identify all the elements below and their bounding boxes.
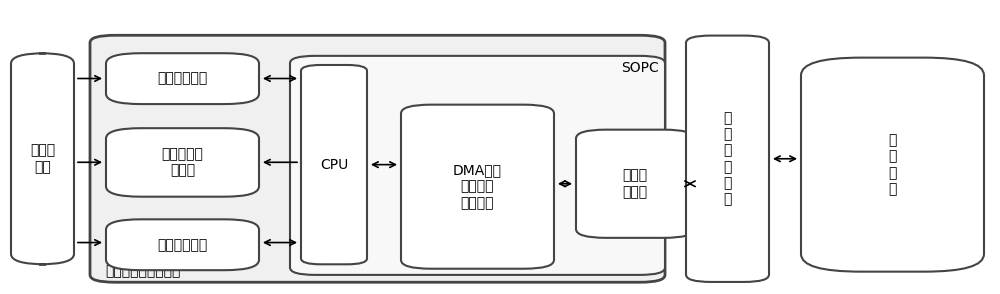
FancyBboxPatch shape	[11, 53, 74, 264]
Text: 控制可编程逻辑器件: 控制可编程逻辑器件	[105, 264, 180, 278]
FancyBboxPatch shape	[90, 35, 665, 282]
Text: 其他功能模块: 其他功能模块	[157, 238, 208, 252]
Text: 网
口
协
议
芯
片: 网 口 协 议 芯 片	[723, 111, 732, 206]
Text: 数据采集模块: 数据采集模块	[157, 72, 208, 86]
FancyBboxPatch shape	[576, 130, 694, 238]
FancyBboxPatch shape	[106, 219, 259, 270]
Text: 被测电路控
制模块: 被测电路控 制模块	[162, 147, 203, 178]
Text: 被辐照
电路: 被辐照 电路	[30, 144, 55, 174]
Text: 网口协
议模块: 网口协 议模块	[622, 169, 648, 199]
FancyBboxPatch shape	[801, 58, 984, 272]
FancyBboxPatch shape	[301, 65, 367, 264]
Text: DMA数据
高速传输
控制模块: DMA数据 高速传输 控制模块	[453, 163, 502, 210]
FancyBboxPatch shape	[106, 128, 259, 197]
FancyBboxPatch shape	[401, 105, 554, 269]
FancyBboxPatch shape	[290, 56, 665, 275]
Text: SOPC: SOPC	[621, 61, 659, 75]
FancyBboxPatch shape	[686, 36, 769, 282]
Text: 网
口
插
座: 网 口 插 座	[888, 133, 897, 196]
FancyBboxPatch shape	[106, 53, 259, 104]
Text: CPU: CPU	[320, 158, 348, 172]
